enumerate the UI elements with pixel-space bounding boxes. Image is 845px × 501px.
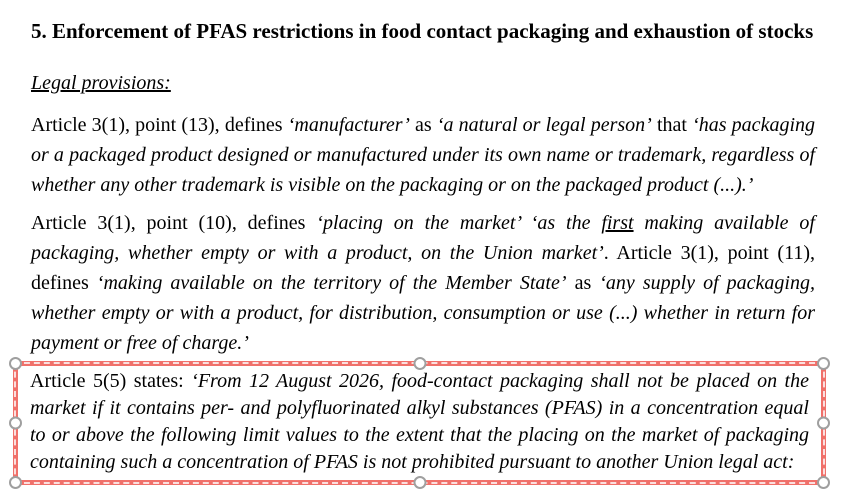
quoted-definition-text: ‘as the bbox=[519, 212, 602, 234]
paragraph-manufacturer-definition: Article 3(1), point (13), defines ‘manuf… bbox=[31, 110, 815, 200]
annotation-rectangle[interactable]: Article 5(5) states: ‘From 12 August 202… bbox=[9, 357, 830, 489]
quoted-definition-text: ‘has packaging or a packaged product des… bbox=[31, 114, 815, 196]
paragraph-article-5-5: Article 5(5) states: ‘From 12 August 202… bbox=[30, 368, 809, 476]
quoted-term-manufacturer: ‘manufacturer’ bbox=[287, 114, 410, 136]
legal-provisions-label: Legal provisions: bbox=[31, 70, 815, 96]
selection-handle-middle-left[interactable] bbox=[9, 416, 22, 430]
selection-handle-middle-right[interactable] bbox=[817, 416, 830, 430]
quoted-article-5-5-text: ‘From 12 August 2026, food-contact packa… bbox=[30, 370, 809, 473]
text-run: Article 3(1), point (10), defines bbox=[31, 212, 317, 234]
selection-handle-top-right[interactable] bbox=[817, 357, 830, 370]
paragraph-placing-on-market-definition: Article 3(1), point (10), defines ‘placi… bbox=[31, 208, 815, 358]
quoted-definition-text: ‘any supply of packaging, whether empty … bbox=[31, 272, 815, 354]
selection-handle-bottom-left[interactable] bbox=[9, 476, 22, 489]
text-run: that bbox=[651, 114, 693, 136]
quoted-definition-text: making available of packaging, whether e… bbox=[31, 212, 815, 264]
text-run: Article 5(5) states: bbox=[30, 370, 192, 392]
quoted-term-natural-or-legal-person: ‘a natural or legal person’ bbox=[436, 114, 652, 136]
selection-handle-top-left[interactable] bbox=[9, 357, 22, 370]
quoted-term-placing-on-the-market: ‘placing on the market’ bbox=[316, 212, 520, 234]
selection-handle-top-center[interactable] bbox=[413, 357, 426, 370]
selection-handle-bottom-center[interactable] bbox=[413, 476, 426, 489]
underlined-word-first: first bbox=[601, 212, 634, 234]
legal-provisions-text: Legal provisions: bbox=[31, 72, 171, 94]
text-run: Article 3(1), point (13), defines bbox=[31, 114, 288, 136]
text-run: as bbox=[409, 114, 437, 136]
section-heading: 5. Enforcement of PFAS restrictions in f… bbox=[31, 19, 814, 43]
quoted-term-making-available: ‘making available on the territory of th… bbox=[96, 272, 567, 294]
text-run: as bbox=[566, 272, 600, 294]
text-run: . Article 3(1), point (11), defines bbox=[31, 242, 816, 294]
selection-handle-bottom-right[interactable] bbox=[817, 476, 830, 489]
